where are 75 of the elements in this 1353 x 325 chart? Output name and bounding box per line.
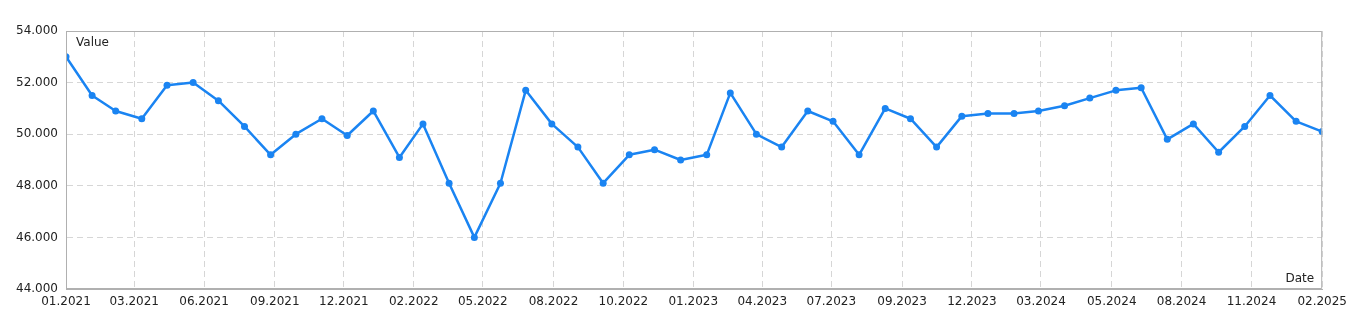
x-tick-label: 12.2021 [319, 294, 369, 309]
point [829, 117, 837, 125]
y-axis-title: Value [76, 35, 109, 50]
point [214, 97, 222, 105]
x-tick-label: 04.2023 [737, 294, 788, 309]
point [522, 86, 530, 94]
point [703, 151, 711, 159]
point [548, 120, 556, 128]
point [445, 179, 453, 187]
y-tick-label: 46.000 [16, 229, 58, 244]
x-axis-title: Date [1285, 271, 1315, 286]
point [496, 179, 504, 187]
point [343, 131, 351, 139]
x-tick-label: 12.2023 [947, 294, 997, 309]
point [369, 107, 377, 115]
point [1241, 122, 1249, 130]
y-tick-label: 44.000 [16, 281, 58, 296]
point [906, 115, 914, 123]
point [189, 79, 197, 87]
x-tick-label: 05.2022 [457, 294, 508, 309]
point [881, 104, 889, 112]
x-tick-label: 01.2021 [41, 294, 91, 309]
y-tick-label: 52.000 [16, 74, 58, 89]
point [855, 151, 863, 159]
point [1034, 107, 1042, 115]
point [138, 115, 146, 123]
x-tick-label: 03.2024 [1016, 294, 1066, 309]
point [651, 146, 659, 154]
point [1137, 84, 1145, 92]
point [599, 179, 607, 187]
point [1086, 94, 1094, 102]
point [958, 112, 966, 120]
point [163, 81, 171, 89]
point [318, 115, 326, 123]
point [1112, 86, 1120, 94]
point [933, 143, 941, 151]
x-tick-label: 01.2023 [668, 294, 719, 309]
point [1266, 92, 1274, 99]
y-tick-label: 48.000 [16, 177, 58, 192]
point [752, 130, 760, 138]
point [984, 110, 992, 118]
point [574, 143, 582, 151]
x-tick-label: 05.2024 [1086, 294, 1137, 309]
point [625, 151, 633, 159]
y-tick-label: 54.000 [16, 23, 58, 38]
point [1189, 120, 1197, 128]
point [804, 107, 812, 115]
x-tick-label: 08.2024 [1156, 294, 1207, 309]
x-tick-label: 11.2024 [1226, 294, 1277, 309]
x-tick-label: 08.2022 [528, 294, 579, 309]
x-tick-label: 09.2021 [249, 294, 300, 309]
point [419, 120, 427, 128]
point [395, 153, 403, 161]
point [1010, 110, 1018, 118]
point [677, 156, 685, 164]
x-tick-label: 02.2025 [1297, 294, 1347, 309]
point [726, 89, 734, 97]
x-tick-label: 06.2021 [179, 294, 229, 309]
point [240, 122, 248, 130]
point [778, 143, 786, 151]
x-tick-label: 03.2021 [109, 294, 160, 309]
x-tick-label: 09.2023 [877, 294, 927, 309]
point [1163, 135, 1171, 143]
x-tick-label: 07.2023 [806, 294, 857, 309]
point [470, 233, 478, 241]
x-tick-label: 10.2022 [598, 294, 649, 309]
point [88, 92, 96, 99]
x-tick-label: 02.2022 [388, 294, 439, 309]
y-tick-label: 50.000 [16, 126, 58, 141]
point [1292, 117, 1300, 125]
point [1215, 148, 1223, 156]
point [112, 107, 120, 115]
point [292, 130, 300, 138]
point [1061, 102, 1069, 110]
point [267, 151, 275, 159]
